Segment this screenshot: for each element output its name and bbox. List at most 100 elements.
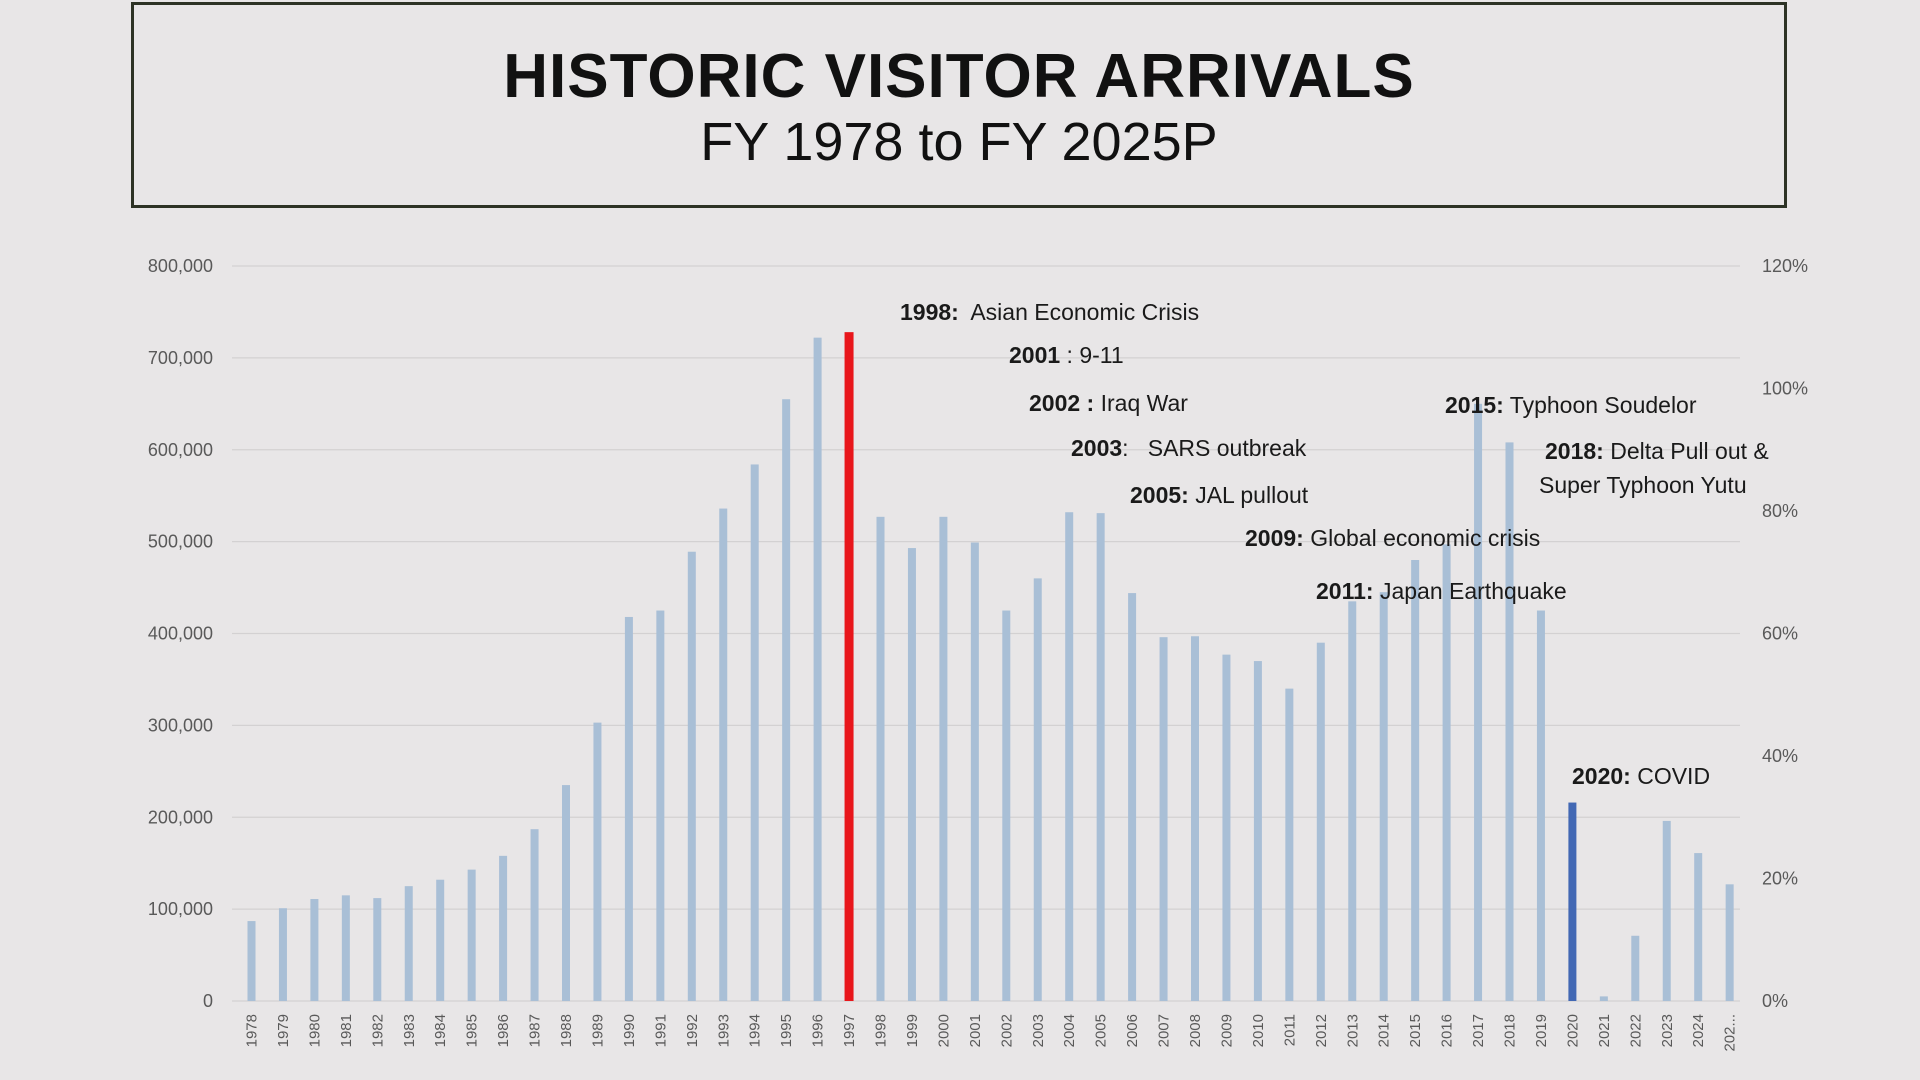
x-tick-label: 1995 <box>778 1014 795 1047</box>
annotation: 2003: SARS outbreak <box>1071 435 1307 461</box>
x-tick-label: 1994 <box>747 1014 764 1047</box>
x-tick-label: 2011 <box>1281 1014 1298 1046</box>
x-tick-label: 1996 <box>810 1014 827 1047</box>
x-tick-label: 1985 <box>464 1014 481 1047</box>
annotation: 2015: Typhoon Soudelor <box>1445 392 1697 418</box>
x-tick-label: 2021 <box>1596 1014 1613 1047</box>
x-tick-label: 2015 <box>1407 1014 1424 1047</box>
x-tick-label: 1982 <box>369 1014 386 1047</box>
x-tick-label: 1998 <box>873 1014 890 1047</box>
annotation: 2011: Japan Earthquake <box>1316 578 1567 604</box>
y2-tick-label: 0% <box>1762 991 1788 1011</box>
x-tick-label: 1997 <box>841 1014 858 1047</box>
bar-1999 <box>907 548 916 1001</box>
bar-1980 <box>310 899 319 1001</box>
x-tick-label: 2003 <box>1030 1014 1047 1047</box>
x-tick-label: 1984 <box>432 1014 449 1047</box>
bar-1984 <box>436 879 445 1001</box>
y-tick-label: 800,000 <box>148 256 213 276</box>
x-tick-label: 2014 <box>1376 1014 1393 1047</box>
y-axis-ticks: 0 100,000 200,000 300,000 400,000 500,000 600,… <box>148 256 213 1011</box>
y2-tick-label: 20% <box>1762 869 1798 889</box>
x-tick-label: 2001 <box>967 1014 984 1047</box>
bar-1996 <box>813 337 822 1002</box>
annotation: 2002 : Iraq War <box>1029 390 1188 416</box>
bar-2017 <box>1474 403 1483 1001</box>
bar-2021 <box>1599 996 1608 1001</box>
bar-2013 <box>1348 601 1357 1001</box>
bar-1990 <box>624 616 633 1001</box>
bars <box>247 332 1734 1002</box>
x-tick-label: 2004 <box>1061 1014 1078 1047</box>
bar-1997 <box>844 332 854 1001</box>
bar-1992 <box>687 551 696 1001</box>
y-tick-label: 700,000 <box>148 348 213 368</box>
x-tick-label: 2016 <box>1439 1014 1456 1047</box>
bar-1994 <box>750 464 759 1001</box>
bar-2005 <box>1096 513 1105 1001</box>
annotation: 1998: Asian Economic Crisis <box>900 299 1199 325</box>
bar-2011 <box>1285 688 1294 1001</box>
x-tick-label: 2017 <box>1470 1014 1487 1047</box>
x-tick-label: 2005 <box>1093 1014 1110 1047</box>
x-tick-label: 2012 <box>1313 1014 1330 1047</box>
bar-2015 <box>1411 560 1420 1001</box>
bar-1979 <box>278 908 287 1001</box>
bar-2016 <box>1442 544 1451 1001</box>
x-tick-label: 2024 <box>1690 1014 1707 1047</box>
y2-tick-label: 80% <box>1762 501 1798 521</box>
y2-tick-label: 60% <box>1762 624 1798 644</box>
bar-2007 <box>1159 637 1168 1001</box>
x-tick-label: 2019 <box>1533 1014 1550 1047</box>
y-tick-label: 100,000 <box>148 899 213 919</box>
x-tick-label: 1979 <box>275 1014 292 1047</box>
x-axis-ticks: 1978 1979 1980 1981 1982 1983 1984 1985 1986 1987… <box>244 1014 1739 1052</box>
chart-title: HISTORIC VISITOR ARRIVALS <box>503 42 1415 111</box>
bar-2001 <box>970 542 979 1001</box>
bar-2004 <box>1065 512 1074 1001</box>
bar-2019 <box>1536 610 1545 1001</box>
x-tick-label: 2010 <box>1250 1014 1267 1047</box>
bar-2020 <box>1568 802 1577 1001</box>
bar-2008 <box>1191 636 1199 1001</box>
bar-1995 <box>782 399 791 1001</box>
bar-2000 <box>939 516 948 1001</box>
x-tick-label: 2018 <box>1502 1014 1519 1047</box>
x-tick-label: 2006 <box>1124 1014 1141 1047</box>
bar-1983 <box>404 886 413 1001</box>
x-tick-label: 1993 <box>715 1014 732 1047</box>
annotation: 2018: Delta Pull out & <box>1545 438 1769 464</box>
annotation: 2020: COVID <box>1572 763 1710 789</box>
x-tick-label: 2008 <box>1187 1014 1204 1047</box>
x-tick-label: 1983 <box>401 1014 418 1047</box>
x-tick-label: 2000 <box>935 1014 952 1047</box>
bar-1991 <box>656 610 665 1001</box>
x-tick-label: 2002 <box>998 1014 1015 1047</box>
y-tick-label: 400,000 <box>148 624 213 644</box>
bar-1986 <box>499 855 508 1001</box>
bar-2012 <box>1316 642 1325 1001</box>
y-tick-label: 300,000 <box>148 715 213 735</box>
y-tick-label: 0 <box>203 991 213 1011</box>
bar-1978 <box>247 921 256 1001</box>
title-box: HISTORIC VISITOR ARRIVALS FY 1978 to FY … <box>131 2 1787 208</box>
bar-1987 <box>530 829 539 1001</box>
bar-2018 <box>1505 442 1514 1001</box>
x-tick-label: 2020 <box>1564 1014 1581 1047</box>
annotations: 1998: Asian Economic Crisis 2001 : 9-11 20… <box>900 299 1769 789</box>
y2-tick-label: 40% <box>1762 746 1798 766</box>
bar-1982 <box>373 898 382 1001</box>
y2-tick-label: 120% <box>1762 256 1808 276</box>
bar-2003 <box>1033 578 1042 1001</box>
bar-1993 <box>719 508 728 1001</box>
x-tick-label: 2013 <box>1344 1014 1361 1047</box>
x-tick-label: 1989 <box>589 1014 606 1047</box>
x-tick-label: 1990 <box>621 1014 638 1047</box>
x-tick-label: 1986 <box>495 1014 512 1047</box>
x-tick-label: 1988 <box>558 1014 575 1047</box>
y-tick-label: 500,000 <box>148 532 213 552</box>
bar-2014 <box>1379 592 1388 1001</box>
x-tick-label: 2023 <box>1659 1014 1676 1047</box>
annotation: 2009: Global economic crisis <box>1245 525 1540 551</box>
